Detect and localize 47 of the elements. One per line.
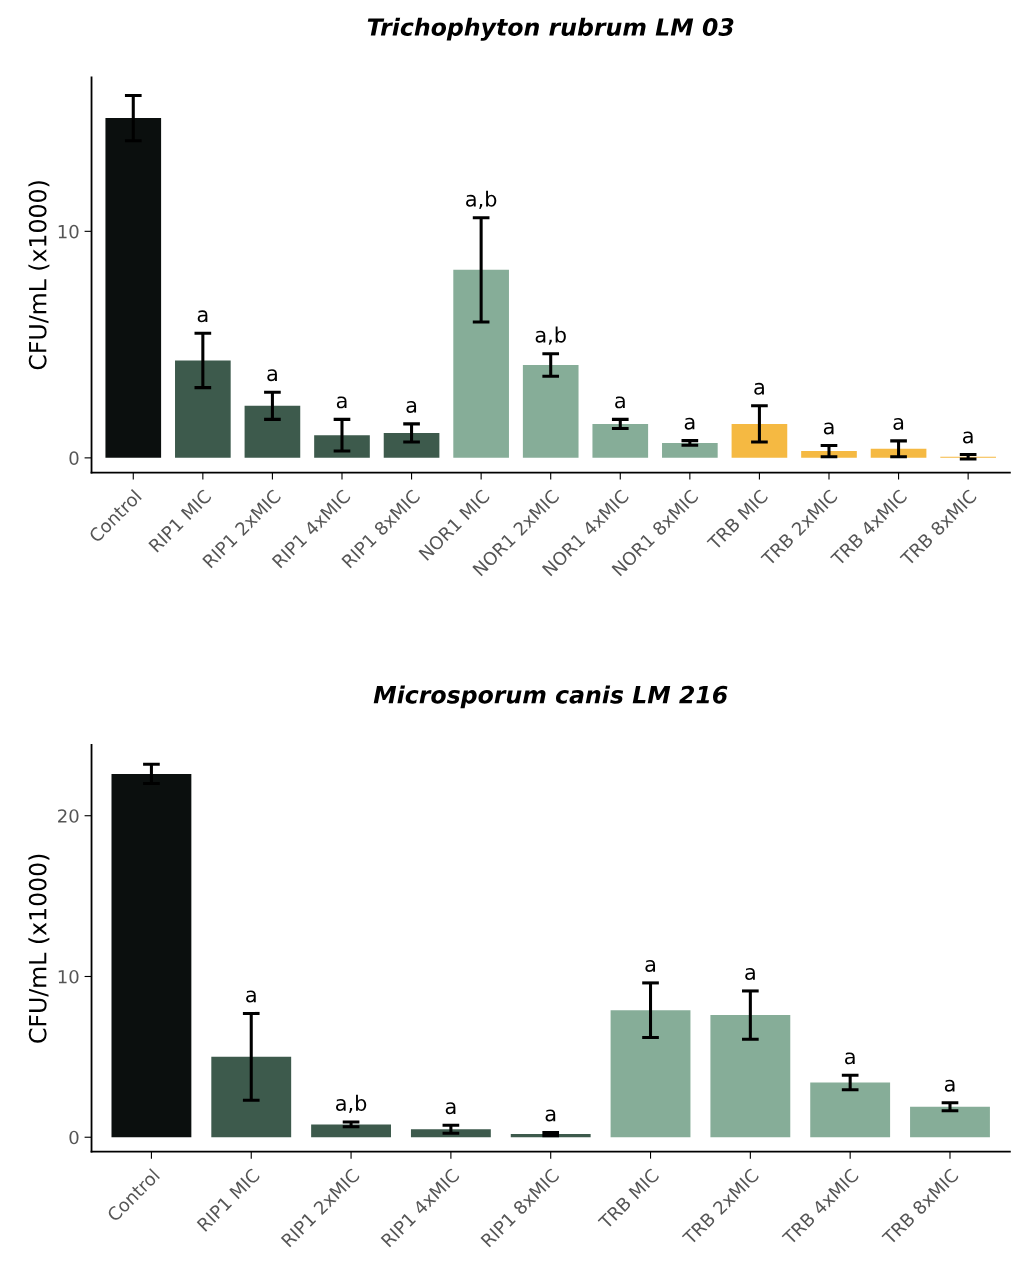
data-label: a [645,959,656,972]
data-label: a [545,1109,556,1122]
data-label: a [963,431,973,444]
bar [314,435,370,458]
bar [311,1124,391,1138]
bar [175,360,231,458]
bar [710,1015,791,1138]
chart-title: Microsporum canis LM 216 [373,685,728,709]
y-tick-label: 10 [58,969,79,984]
bar [105,118,162,458]
data-label: a [944,1079,955,1092]
data-label: a [823,422,834,435]
bar [810,1082,891,1138]
bar [592,423,649,458]
bar [111,773,192,1138]
data-label: a [445,1102,456,1115]
y-axis-title: CFU/mL (x1000) [28,854,50,1043]
y-tick-label: 20 [58,809,79,823]
bar [731,423,788,458]
data-label: a [893,417,904,430]
data-label: a,b [336,1094,367,1114]
data-label: a [246,990,256,1003]
bar [244,405,301,458]
bar [453,269,509,458]
bar [662,442,718,458]
data-label: a [615,396,625,409]
bar [410,1129,491,1138]
data-label: a [406,400,417,413]
bar [211,1056,292,1138]
bar [522,364,579,458]
data-label: a [684,417,695,430]
data-label: a [336,396,347,409]
data-label: a [845,1052,855,1065]
y-tick-label: 0 [69,1130,79,1145]
bar [383,432,440,458]
data-label: a,b [466,190,497,209]
bar [610,1010,691,1138]
data-label: a,b [535,326,566,345]
data-label: a [754,382,764,395]
y-axis-title: CFU/mL (x1000) [28,181,50,370]
chart-title: Trichophyton rubrum LM 03 [367,17,734,41]
bar [910,1106,990,1138]
y-tick-label: 0 [69,451,79,465]
data-label: a [267,369,277,382]
data-label: a [197,310,208,323]
y-tick-label: 10 [58,224,79,239]
data-label: a [745,968,755,980]
